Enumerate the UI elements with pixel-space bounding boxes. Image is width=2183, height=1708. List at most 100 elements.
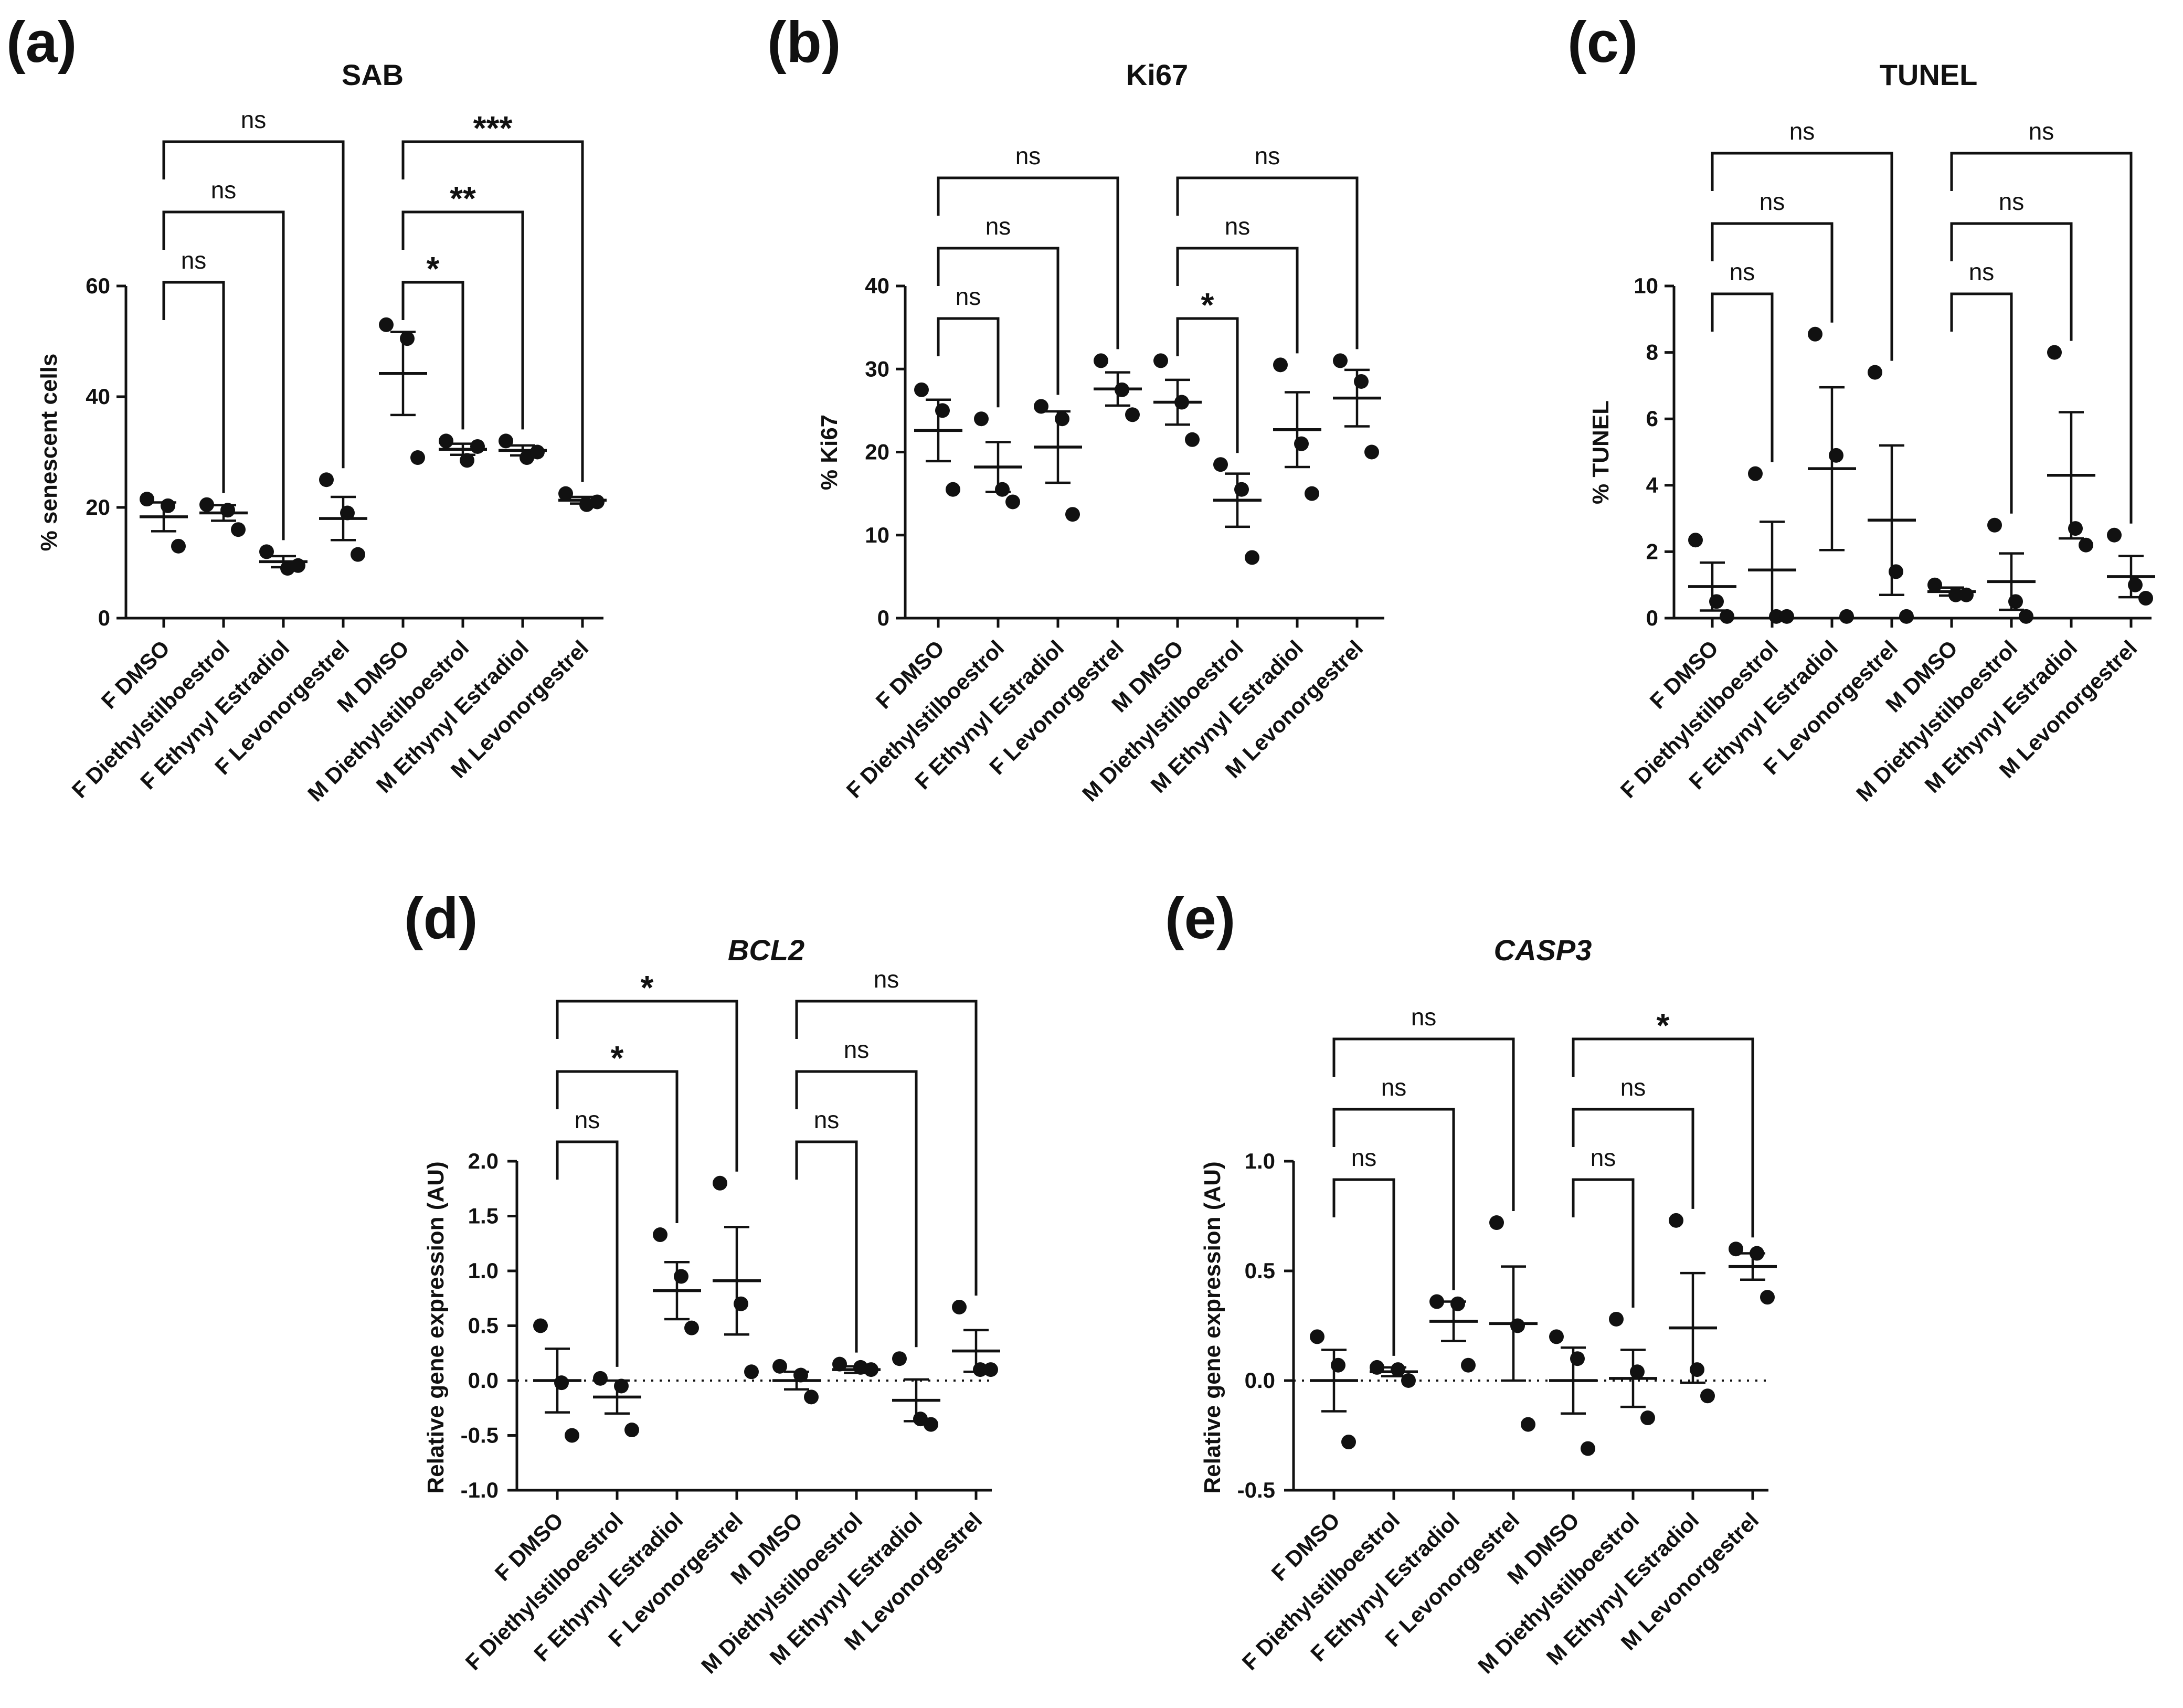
y-tick-label: 2.0 — [468, 1149, 499, 1173]
data-point — [140, 492, 154, 507]
data-point — [2008, 594, 2023, 609]
data-point — [1094, 353, 1108, 368]
data-point — [1185, 432, 1200, 447]
data-point — [1333, 353, 1348, 368]
data-point — [533, 1318, 548, 1333]
data-point — [946, 482, 960, 497]
data-point — [1889, 564, 1903, 579]
data-point — [924, 1417, 938, 1432]
significance-bracket — [937, 247, 1059, 395]
y-axis-label: % Ki67 — [817, 415, 842, 490]
significance-label: ns — [2029, 118, 2054, 145]
y-tick-label: 0.0 — [468, 1368, 499, 1393]
data-point — [1748, 466, 1763, 481]
data-point — [1115, 382, 1129, 397]
data-point — [1549, 1329, 1564, 1344]
data-point — [1609, 1311, 1624, 1327]
data-point — [1213, 457, 1228, 472]
data-point — [319, 472, 334, 487]
data-point — [1034, 399, 1048, 414]
data-point — [1927, 577, 1942, 592]
significance-label: ns — [211, 176, 237, 204]
significance-label: ns — [1999, 188, 2025, 215]
data-point — [1700, 1388, 1715, 1404]
data-point — [2079, 537, 2093, 553]
significance-bracket — [1176, 247, 1299, 354]
data-point — [1690, 1362, 1704, 1377]
significance-label: ns — [956, 283, 981, 310]
significance-label: ns — [1411, 1003, 1437, 1031]
data-point — [1305, 486, 1319, 501]
data-point — [793, 1367, 808, 1383]
data-point — [1294, 436, 1309, 451]
data-point — [1521, 1417, 1535, 1432]
data-point — [864, 1362, 878, 1377]
data-point — [1630, 1364, 1645, 1380]
panel-e: (e) CASP3 Relative gene expression (AU) -0.… — [1165, 886, 1777, 1678]
data-point — [983, 1362, 998, 1377]
data-point — [2047, 345, 2062, 360]
chart-title: TUNEL — [1880, 58, 1978, 91]
data-point — [1959, 587, 1974, 602]
data-point — [734, 1296, 748, 1311]
significance-bracket — [1176, 317, 1239, 453]
significance-bracket — [401, 210, 524, 430]
data-point — [558, 486, 573, 501]
data-point — [1669, 1213, 1683, 1228]
significance-bracket — [162, 140, 345, 469]
significance-label: ns — [241, 106, 267, 133]
data-point — [1510, 1318, 1525, 1333]
data-point — [291, 558, 305, 573]
significance-bracket — [556, 1070, 679, 1224]
panel-label: (e) — [1165, 886, 1235, 951]
significance-bracket — [1950, 292, 2013, 514]
data-point — [935, 403, 950, 418]
data-point — [2019, 609, 2033, 624]
data-point — [2128, 577, 2143, 592]
y-tick-label: 40 — [86, 384, 110, 409]
significance-bracket — [1176, 176, 1359, 349]
data-point — [1065, 507, 1080, 522]
y-tick-label: 4 — [1646, 473, 1659, 497]
y-tick-label: 0.0 — [1245, 1368, 1275, 1393]
significance-label: ns — [844, 1036, 870, 1063]
data-point — [2138, 591, 2153, 606]
y-tick-label: 0.5 — [468, 1313, 499, 1338]
significance-bracket — [162, 281, 225, 493]
data-point — [653, 1227, 667, 1243]
y-tick-label: 6 — [1646, 406, 1658, 431]
significance-label: ns — [1789, 118, 1815, 145]
y-tick-label: 8 — [1646, 340, 1658, 365]
data-point — [499, 433, 513, 449]
panel-label: (c) — [1567, 10, 1638, 75]
y-tick-label: 0 — [98, 606, 110, 630]
significance-label: ns — [1969, 258, 1995, 285]
data-point — [340, 505, 355, 521]
data-point — [161, 498, 175, 513]
y-tick-label: -0.5 — [461, 1423, 499, 1448]
significance-label: *** — [473, 109, 513, 147]
data-point — [914, 382, 929, 397]
significance-bracket — [1711, 292, 1774, 462]
data-point — [593, 1371, 608, 1386]
y-axis-label: Relative gene expression (AU) — [1200, 1161, 1225, 1493]
y-tick-label: -0.5 — [1237, 1478, 1275, 1502]
significance-bracket — [937, 317, 1000, 408]
data-point — [554, 1375, 569, 1391]
chart-title: Ki67 — [1126, 58, 1188, 91]
significance-bracket — [1711, 222, 1834, 323]
data-point — [1729, 1242, 1743, 1257]
chart-title: CASP3 — [1494, 933, 1592, 967]
data-point — [439, 433, 453, 449]
data-point — [1808, 326, 1822, 342]
data-point — [973, 1362, 988, 1377]
y-axis-label: % TUNEL — [1588, 400, 1614, 504]
data-point — [2068, 521, 2083, 536]
data-point — [400, 331, 415, 346]
data-point — [684, 1320, 699, 1335]
data-point — [1450, 1296, 1465, 1311]
significance-bracket — [937, 176, 1119, 349]
data-point — [1720, 609, 1734, 624]
y-tick-label: 20 — [865, 440, 889, 464]
data-point — [1174, 395, 1189, 410]
